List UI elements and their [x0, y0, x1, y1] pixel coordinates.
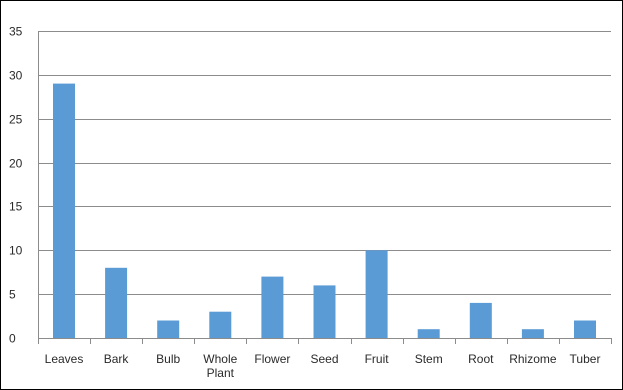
gridlines: [38, 31, 611, 339]
bar: [521, 329, 544, 338]
y-tick-label: 30: [9, 69, 23, 83]
bar: [469, 302, 492, 338]
bar: [365, 250, 388, 338]
x-tick-label: Rhizome: [509, 352, 557, 366]
x-tick-label: Whole: [203, 352, 237, 366]
x-tick-label: Bulb: [156, 352, 180, 366]
x-tick-label: Bark: [104, 352, 130, 366]
y-tick-label: 25: [9, 113, 23, 127]
x-tick-label: Fruit: [365, 352, 390, 366]
x-tick-label: Root: [468, 352, 494, 366]
y-axis: 0 5 10 15 20 25 30 35: [9, 25, 39, 346]
x-tick-label: Seed: [310, 352, 338, 366]
bar: [157, 320, 180, 338]
bar: [53, 83, 75, 338]
bar: [313, 285, 336, 338]
y-tick-label: 0: [9, 332, 16, 346]
bar: [105, 267, 128, 338]
y-tick-label: 5: [9, 288, 16, 302]
x-tick-label: Flower: [254, 352, 290, 366]
y-tick-label: 20: [9, 157, 23, 171]
y-tick-label: 10: [9, 244, 23, 258]
bar: [209, 311, 232, 338]
x-tick-label: Tuber: [570, 352, 601, 366]
bar: [417, 329, 440, 338]
x-tick-label: Leaves: [45, 352, 84, 366]
bars: [53, 83, 596, 338]
y-tick-label: 35: [9, 25, 23, 39]
x-tick-label: Stem: [415, 352, 443, 366]
bar: [574, 320, 596, 338]
y-tick-label: 15: [9, 200, 23, 214]
bar: [261, 276, 284, 338]
x-tick-label: Plant: [207, 366, 235, 380]
